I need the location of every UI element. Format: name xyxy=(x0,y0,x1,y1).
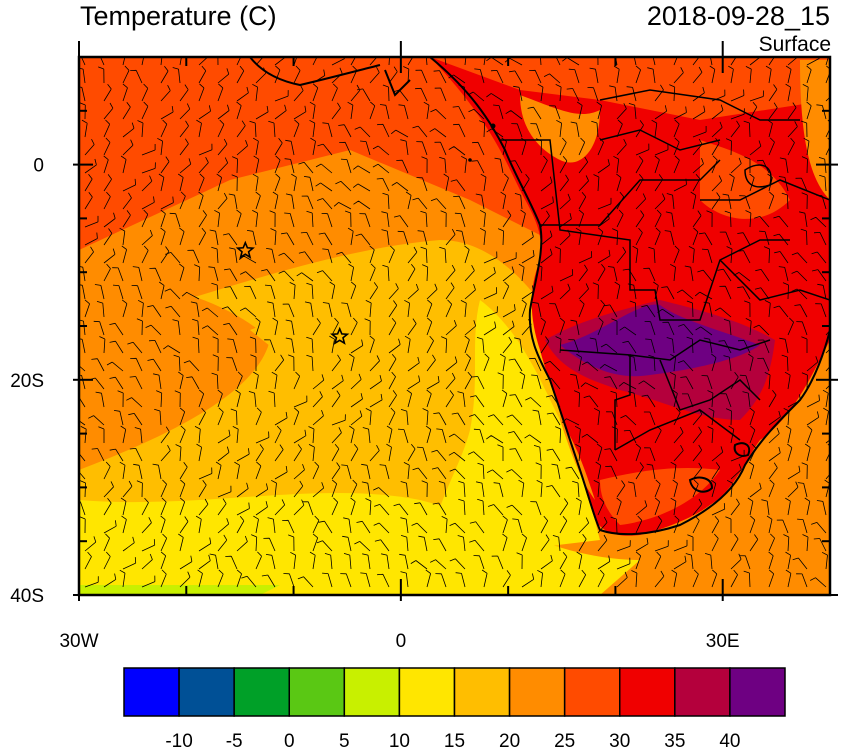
colorbar-label: 5 xyxy=(339,731,350,750)
x-tick-label-0: 0 xyxy=(396,631,407,652)
colorbar-label: 30 xyxy=(609,731,630,750)
x-tick-label-30e: 30E xyxy=(706,631,740,652)
vertical-level-label: Surface xyxy=(758,33,831,56)
lesotho-outline xyxy=(688,476,714,493)
station-star-1-icon xyxy=(235,240,255,259)
colorbar-swatch xyxy=(453,667,511,717)
colorbar-swatch xyxy=(178,667,235,717)
colorbar-swatch xyxy=(343,667,401,717)
africa-coastline xyxy=(429,57,830,536)
x-tick-label-30w: 30W xyxy=(59,631,98,652)
country-borders xyxy=(500,89,830,451)
colorbar-label: 15 xyxy=(444,731,465,750)
colorbar-label: 35 xyxy=(664,731,685,750)
temperature-field xyxy=(79,57,830,595)
colorbar-swatch xyxy=(233,667,291,717)
map-title: Temperature (C) xyxy=(80,1,277,31)
colorbar-label: -10 xyxy=(165,731,192,750)
colorbar: -10 -5 0 5 10 15 20 25 30 35 40 xyxy=(123,667,786,750)
colorbar-label: 25 xyxy=(554,731,575,750)
station-star-2-icon xyxy=(330,326,350,345)
y-tick-label-40s: 40S xyxy=(10,586,44,607)
colorbar-swatch xyxy=(619,667,676,717)
station-markers xyxy=(235,240,350,345)
colorbar-label: 0 xyxy=(284,731,295,750)
colorbar-swatch xyxy=(729,667,786,717)
colorbar-label: 40 xyxy=(719,731,740,750)
y-tick-label-20s: 20S xyxy=(10,371,44,392)
colorbar-swatch xyxy=(123,667,180,717)
colorbar-label: -5 xyxy=(226,731,243,750)
axis-ticks xyxy=(73,41,838,601)
islands xyxy=(468,123,496,162)
valid-datetime: 2018-09-28_15 xyxy=(646,1,830,31)
colorbar-swatch xyxy=(398,667,456,717)
colorbar-swatch xyxy=(508,667,566,717)
colorbar-swatch xyxy=(563,667,621,717)
colorbar-swatch xyxy=(674,667,731,717)
eswatini-outline xyxy=(733,442,751,457)
colorbar-swatch xyxy=(288,667,346,717)
colorbar-label: 20 xyxy=(499,731,520,750)
colorbar-label: 10 xyxy=(389,731,410,750)
coastlines xyxy=(249,57,830,536)
y-tick-label-0: 0 xyxy=(33,156,44,177)
